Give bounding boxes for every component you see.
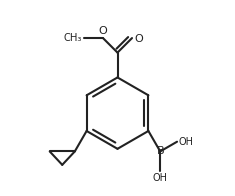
Text: OH: OH [153,173,168,183]
Text: O: O [134,34,143,44]
Text: OH: OH [179,137,194,147]
Text: O: O [99,26,107,36]
Text: CH₃: CH₃ [63,33,82,43]
Text: B: B [157,146,164,156]
